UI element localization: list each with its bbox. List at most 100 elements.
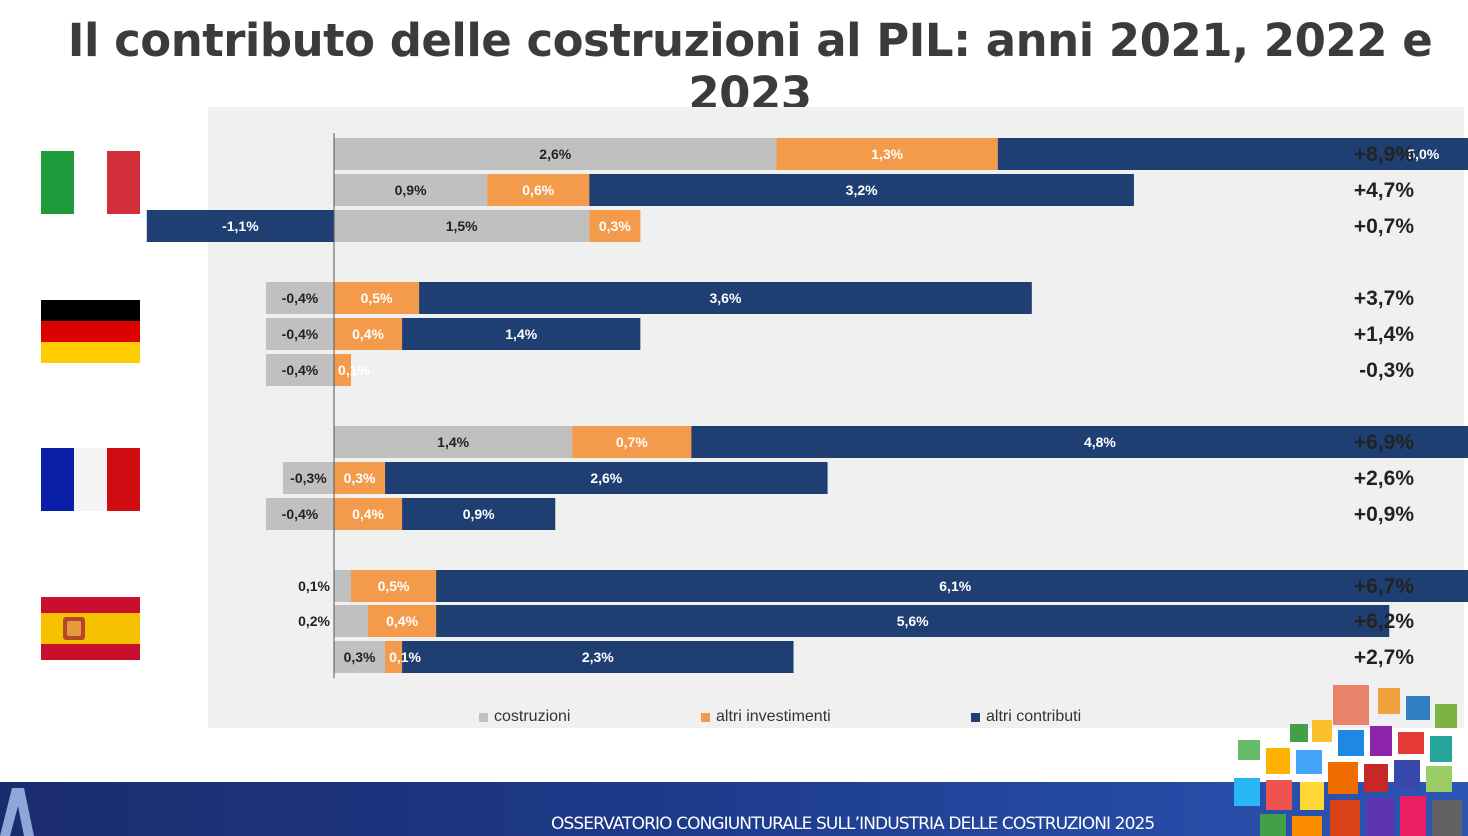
data-label-francia-2021-altri-investimenti: 0,7% (616, 434, 648, 450)
total-spagna-2021: +6,7% (1353, 575, 1414, 598)
total-germania-2023: -0,3% (1359, 359, 1414, 382)
data-label-spagna-2021-altri-investimenti: 0,5% (378, 578, 410, 594)
legend-costruzioni: costruzioni (479, 708, 570, 726)
bar-italia-2021-altri-investimenti (776, 138, 998, 170)
bar-spagna-2023-altri-investimenti (385, 641, 403, 673)
bar-francia-2021-costruzioni (334, 426, 573, 458)
bar-germania-2022-costruzioni (265, 318, 334, 350)
data-label-francia-2022-altri-contributi: 2,6% (590, 470, 622, 486)
data-label-francia-2021-costruzioni: 1,4% (437, 434, 469, 450)
bar-germania-2021-altri-investimenti (334, 282, 420, 314)
bar-italia-2021-altri-contributi (997, 138, 1468, 170)
bar-italia-2022-costruzioni (334, 174, 488, 206)
france-flag-icon (41, 448, 140, 511)
legend-altri-investimenti: altri investimenti (701, 708, 831, 726)
legend-swatch-costruzioni (479, 712, 488, 722)
data-label-italia-2022-altri-contributi: 3,2% (846, 182, 878, 198)
data-label-italia-2021-altri-contributi: 5,0% (1407, 146, 1439, 162)
bar-italia-2023-costruzioni (334, 210, 590, 242)
bar-spagna-2023-altri-contributi (402, 641, 794, 673)
bar-francia-2023-costruzioni (265, 498, 334, 530)
data-label-italia-2023-costruzioni: 1,5% (446, 218, 478, 234)
brand-logo-icon (0, 788, 34, 836)
data-label-italia-2022-costruzioni: 0,9% (395, 182, 427, 198)
bar-spagna-2022-altri-contributi (436, 605, 1390, 637)
germany-flag-icon (41, 300, 140, 363)
bar-italia-2023-altri-contributi (146, 210, 334, 242)
legend-swatch-altri-contributi (971, 712, 980, 722)
data-label-francia-2022-altri-investimenti: 0,3% (344, 470, 376, 486)
data-label-germania-2022-costruzioni: -0,4% (282, 326, 319, 342)
data-label-germania-2021-costruzioni: -0,4% (282, 290, 319, 306)
bar-italia-2022-altri-investimenti (487, 174, 590, 206)
italy-flag-icon (41, 151, 140, 214)
total-germania-2021: +3,7% (1353, 287, 1414, 310)
bar-germania-2021-altri-contributi (419, 282, 1032, 314)
bar-francia-2022-costruzioni (282, 462, 334, 494)
data-label-germania-2022-altri-investimenti: 0,4% (352, 326, 384, 342)
data-label-italia-2021-altri-investimenti: 1,3% (871, 146, 903, 162)
legend-label-altri-contributi: altri contributi (986, 708, 1082, 725)
bar-francia-2023-altri-investimenti (334, 498, 403, 530)
bar-spagna-2023-costruzioni (334, 641, 386, 673)
data-label-francia-2021-altri-contributi: 4,8% (1084, 434, 1116, 450)
bar-italia-2023-altri-investimenti (589, 210, 641, 242)
total-italia-2022: +4,7% (1353, 179, 1414, 202)
bar-germania-2023-costruzioni (265, 354, 334, 386)
bar-francia-2022-altri-investimenti (334, 462, 386, 494)
total-germania-2022: +1,4% (1353, 323, 1414, 346)
bar-francia-2023-altri-contributi (402, 498, 556, 530)
data-label-spagna-2023-altri-investimenti: 0,1% (389, 649, 421, 665)
bar-spagna-2021-altri-investimenti (351, 570, 437, 602)
bar-germania-2022-altri-contributi (402, 318, 641, 350)
bar-francia-2021-altri-investimenti (572, 426, 692, 458)
total-spagna-2022: +6,2% (1353, 610, 1414, 633)
data-label-francia-2023-costruzioni: -0,4% (282, 506, 319, 522)
data-label-italia-2023-altri-contributi: -1,1% (222, 218, 259, 234)
bar-italia-2021-costruzioni (334, 138, 777, 170)
total-italia-2023: +0,7% (1353, 215, 1414, 238)
data-label-spagna-2021-costruzioni: 0,1% (298, 578, 330, 594)
data-label-germania-2023-altri-investimenti: 0,1% (338, 362, 370, 378)
data-label-germania-2023-costruzioni: -0,4% (282, 362, 319, 378)
total-francia-2022: +2,6% (1353, 467, 1414, 490)
footer-text: OSSERVATORIO CONGIUNTURALE SULL’INDUSTRI… (551, 814, 1155, 834)
data-label-francia-2023-altri-investimenti: 0,4% (352, 506, 384, 522)
total-francia-2021: +6,9% (1353, 431, 1414, 454)
page-title: Il contributo delle costruzioni al PIL: … (67, 14, 1433, 120)
total-spagna-2023: +2,7% (1353, 646, 1414, 669)
data-label-italia-2023-altri-investimenti: 0,3% (599, 218, 631, 234)
bar-germania-2021-costruzioni (265, 282, 334, 314)
bar-francia-2022-altri-contributi (385, 462, 828, 494)
bar-francia-2021-altri-contributi (691, 426, 1468, 458)
data-label-francia-2022-costruzioni: -0,3% (290, 470, 327, 486)
data-label-francia-2023-altri-contributi: 0,9% (463, 506, 495, 522)
legend-label-altri-investimenti: altri investimenti (716, 708, 831, 725)
footer-bar (0, 782, 1468, 836)
bar-spagna-2021-costruzioni (334, 570, 352, 602)
data-label-germania-2021-altri-investimenti: 0,5% (361, 290, 393, 306)
data-label-germania-2022-altri-contributi: 1,4% (505, 326, 537, 342)
legend-swatch-altri-investimenti (701, 712, 710, 722)
data-label-spagna-2022-costruzioni: 0,2% (298, 613, 330, 629)
data-label-spagna-2021-altri-contributi: 6,1% (939, 578, 971, 594)
cubes-decoration-icon (1234, 685, 1462, 836)
data-label-spagna-2022-altri-investimenti: 0,4% (386, 613, 418, 629)
bar-spagna-2022-costruzioni (334, 605, 369, 637)
data-label-germania-2021-altri-contributi: 3,6% (709, 290, 741, 306)
bar-spagna-2022-altri-investimenti (368, 605, 437, 637)
total-francia-2023: +0,9% (1353, 503, 1414, 526)
bar-spagna-2021-altri-contributi (436, 570, 1468, 602)
data-label-spagna-2023-altri-contributi: 2,3% (582, 649, 614, 665)
spain-flag-icon (41, 597, 140, 660)
legend-label-costruzioni: costruzioni (494, 708, 571, 725)
data-label-spagna-2022-altri-contributi: 5,6% (897, 613, 929, 629)
data-label-italia-2021-costruzioni: 2,6% (539, 146, 571, 162)
legend-altri-contributi: altri contributi (971, 708, 1081, 726)
data-label-spagna-2023-costruzioni: 0,3% (344, 649, 376, 665)
bar-germania-2022-altri-investimenti (334, 318, 403, 350)
total-italia-2021: +8,9% (1353, 143, 1414, 166)
bar-italia-2022-altri-contributi (589, 174, 1134, 206)
data-label-italia-2022-altri-investimenti: 0,6% (522, 182, 554, 198)
